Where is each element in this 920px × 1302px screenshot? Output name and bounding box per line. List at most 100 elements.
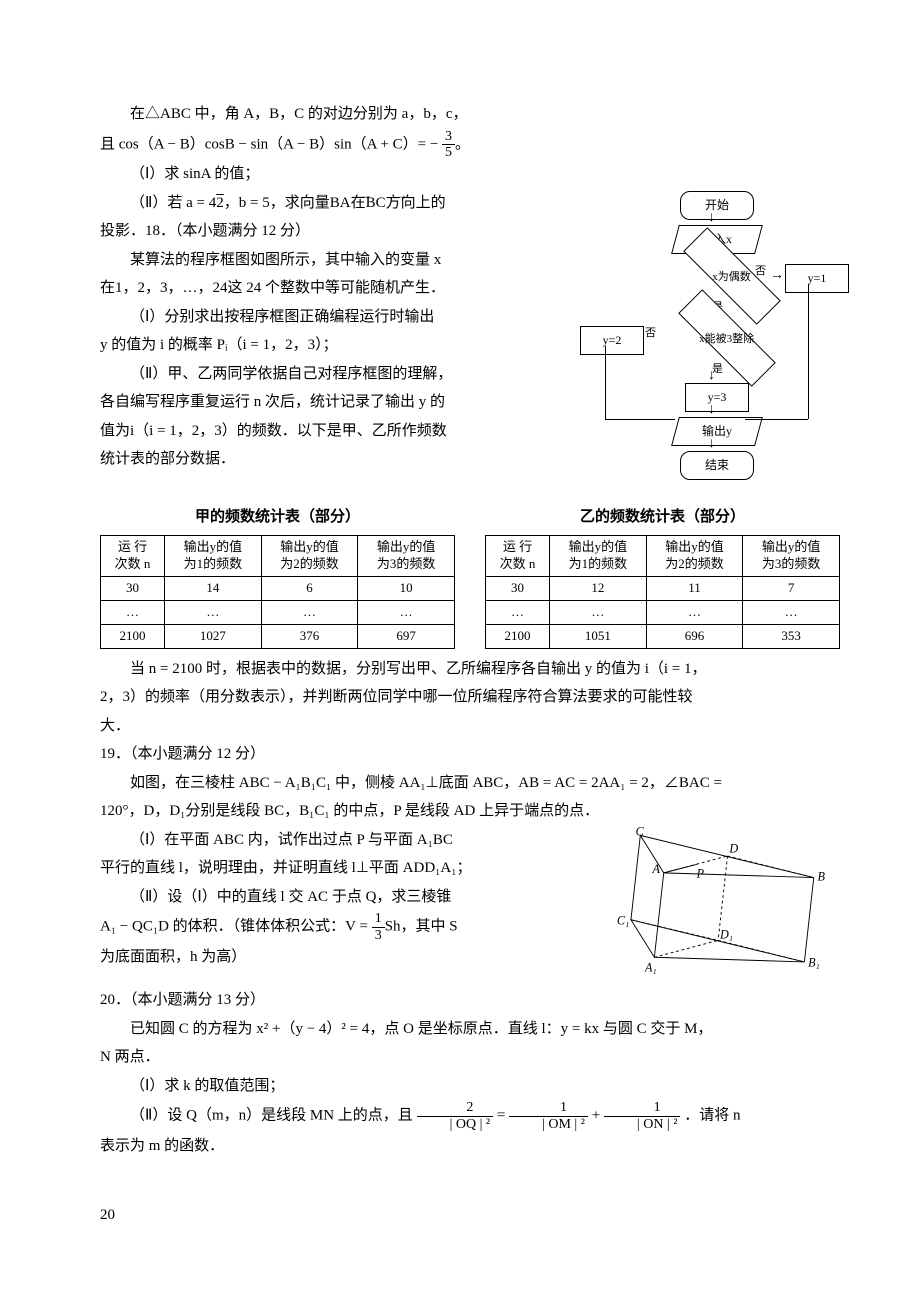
p18-q2g: 大．	[100, 712, 840, 741]
table-cell: 2100	[486, 624, 550, 648]
p19-q2c: 为底面面积，h 为高）	[100, 943, 600, 972]
th: 输出y的值 为2的频数	[646, 536, 743, 577]
p19-vol-num: 1	[372, 911, 385, 927]
table-row: 3012117	[486, 577, 840, 601]
fc-y2: y=2	[580, 326, 644, 355]
p17-q2: （Ⅱ）若 a = 42，b = 5，求向量BA在BC方向上的	[100, 189, 580, 218]
p19-q2a: （Ⅱ）设（Ⅰ）中的直线 l 交 AC 于点 Q，求三棱锥	[100, 883, 600, 912]
page-number: 20	[100, 1201, 840, 1230]
flowchart: 开始 ↓ 输入x ↓ x为偶数 否 → y=1 是 ↓ x能被3整除 否 ← y…	[580, 189, 840, 489]
th: 输出y的值 为3的频数	[358, 536, 455, 577]
p18-q2d: 统计表的部分数据．	[100, 445, 580, 474]
table-cell: …	[101, 600, 165, 624]
p18-q2c: 值为i（i = 1，2，3）的频数．以下是甲、乙所作频数	[100, 417, 580, 446]
fc-dec2-text: x能被3整除	[699, 324, 754, 352]
p17-q2b: ，b = 5，求向量	[224, 195, 330, 211]
th: 输出y的值 为1的频数	[550, 536, 647, 577]
p17-l2a: 且 cos（A − B）cosB − sin（A − B）sin（A + C）=…	[100, 136, 438, 152]
p20-q2c: 表示为 m 的函数．	[100, 1132, 840, 1161]
lbl-P: P	[696, 866, 705, 880]
p19-vol-den: 3	[372, 928, 385, 943]
fc-no2: 否	[645, 323, 656, 344]
p19-vol-frac: 13	[372, 911, 385, 943]
p17-line1: 在△ABC 中，角 A，B，C 的对边分别为 a，b，c，	[100, 100, 840, 129]
table-row: 3014610	[101, 577, 455, 601]
table-yi: 运 行 次数 n 输出y的值 为1的频数 输出y的值 为2的频数 输出y的值 为…	[485, 535, 840, 648]
p17-q2d: 方向上的	[386, 195, 446, 211]
p20-l1: 已知圆 C 的方程为 x² +（y − 4）² = 4，点 O 是坐标原点．直线…	[100, 1015, 840, 1044]
table-cell: 697	[358, 624, 455, 648]
table-row: 21001027376697	[101, 624, 455, 648]
th: 运 行 次数 n	[101, 536, 165, 577]
table-cell: …	[743, 600, 840, 624]
p18-q1a: （Ⅰ）分别求出按程序框图正确编程运行时输出	[100, 303, 580, 332]
p18-q1b: y 的值为 i 的概率 Pᵢ（i = 1，2，3）；	[100, 331, 580, 360]
p18-l1: 某算法的程序框图如图所示，其中输入的变量 x	[100, 246, 580, 275]
p20-q2: （Ⅱ）设 Q（m，n）是线段 MN 上的点，且 2| OQ | ² = 1| O…	[100, 1100, 840, 1132]
table-cell: 1051	[550, 624, 647, 648]
p18-q2b: 各自编写程序重复运行 n 次后，统计记录了输出 y 的	[100, 388, 580, 417]
p18-q2e: 当 n = 2100 时，根据表中的数据，分别写出甲、乙所编程序各自输出 y 的…	[100, 655, 840, 684]
table-cell: …	[550, 600, 647, 624]
table-row: 21001051696353	[486, 624, 840, 648]
table-cell: 2100	[101, 624, 165, 648]
p20-f3d: | ON | ²	[604, 1117, 681, 1132]
p17-q1: （Ⅰ）求 sinA 的值；	[100, 160, 840, 189]
p19-h: 19．（本小题满分 12 分）	[100, 740, 840, 769]
p20-f2d: | OM | ²	[509, 1117, 588, 1132]
prism-figure: C D P A B C₁ D₁ A₁ B₁	[600, 826, 840, 976]
p20-f3: 1| ON | ²	[604, 1100, 681, 1132]
lbl-C1: C₁	[617, 913, 629, 927]
p19-q2b: A₁ − QC₁D 的体积．（锥体体积公式：V = 13Sh，其中 S	[100, 911, 600, 943]
lbl-A1: A₁	[644, 960, 657, 974]
p19-l1: 如图，在三棱柱 ABC − A₁B₁C₁ 中，侧棱 AA₁⊥底面 ABC，AB …	[100, 769, 840, 798]
p20-plus: +	[592, 1108, 604, 1124]
lbl-B: B	[818, 869, 826, 883]
p19-l2: 120°，D，D₁分别是线段 BC，B₁C₁ 的中点，P 是线段 AD 上异于端…	[100, 797, 840, 826]
p17-q2a: （Ⅱ）若 a = 4	[130, 195, 216, 211]
table-cell: 30	[486, 577, 550, 601]
lbl-C: C	[636, 826, 645, 838]
p18-q2a: （Ⅱ）甲、乙两同学依据自己对程序框图的理解，	[100, 360, 580, 389]
table-cell: 12	[550, 577, 647, 601]
fc-start: 开始	[680, 191, 754, 220]
th: 输出y的值 为2的频数	[261, 536, 358, 577]
th: 输出y的值 为1的频数	[165, 536, 262, 577]
p20-q2b: ．请将 n	[684, 1108, 740, 1124]
fc-line	[808, 284, 809, 419]
p19-q1a: （Ⅰ）在平面 ABC 内，试作出过点 P 与平面 A₁BC	[100, 826, 600, 855]
fc-no1: 否	[755, 261, 766, 282]
p19-q1b: 平行的直线 l，说明理由，并证明直线 l⊥平面 ADD₁A₁；	[100, 854, 600, 883]
fc-line	[745, 419, 808, 420]
table-cell: …	[165, 600, 262, 624]
p20-h: 20．（本小题满分 13 分）	[100, 986, 840, 1015]
table-cell: 10	[358, 577, 455, 601]
p19-q2b-b: Sh，其中 S	[385, 919, 458, 935]
fc-line	[605, 346, 606, 419]
p17-line2: 且 cos（A − B）cosB − sin（A − B）sin（A + C）=…	[100, 129, 840, 161]
fc-dec1-text: x为偶数	[712, 262, 751, 290]
p20-l2: N 两点．	[100, 1043, 840, 1072]
p20-f1: 2| OQ | ²	[417, 1100, 494, 1132]
p17-frac-den: 5	[442, 145, 455, 160]
table-cell: 376	[261, 624, 358, 648]
fc-output-text: 输出y	[702, 420, 732, 443]
p17-l2b: 。	[455, 136, 470, 152]
p17-frac-num: 3	[442, 129, 455, 145]
p17-vec-bc: BC	[366, 195, 386, 211]
table-cell: …	[646, 600, 743, 624]
p17-frac: 3 5	[442, 129, 455, 161]
p20-f1d: | OQ | ²	[417, 1117, 494, 1132]
arrow-icon: →	[770, 269, 784, 283]
fc-line	[605, 419, 675, 420]
fc-output: 输出y	[671, 417, 763, 446]
p17-vec-ba: BA	[330, 195, 351, 211]
table-row: …………	[101, 600, 455, 624]
p18-q2f: 2，3）的频率（用分数表示），并判断两位同学中哪一位所编程序符合算法要求的可能性…	[100, 683, 840, 712]
lbl-A: A	[652, 862, 661, 876]
p20-eq: =	[497, 1108, 509, 1124]
lbl-D: D	[728, 841, 738, 855]
table-cell: 6	[261, 577, 358, 601]
table-row: …………	[486, 600, 840, 624]
p20-f2: 1| OM | ²	[509, 1100, 588, 1132]
